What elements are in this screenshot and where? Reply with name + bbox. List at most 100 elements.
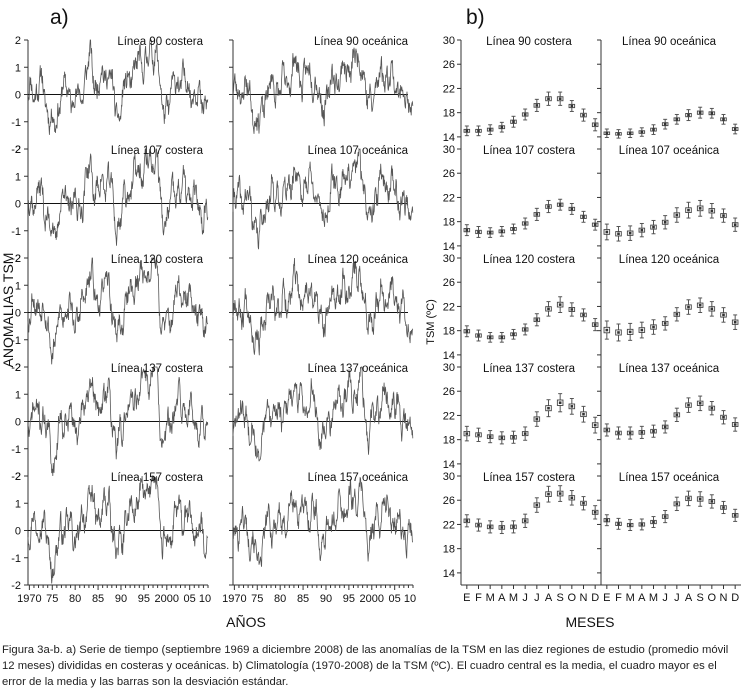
mean-marker <box>722 214 725 217</box>
y-tick-label: 0 <box>15 308 21 320</box>
mean-marker <box>488 128 492 131</box>
mean-marker <box>617 132 620 136</box>
series-title: Línea 137 oceánica <box>619 363 720 375</box>
series-title: Línea 157 costera <box>483 472 576 484</box>
x-tick-label: 05 <box>184 593 196 605</box>
y-tick-label: 30 <box>443 144 455 156</box>
mean-marker <box>570 496 574 500</box>
y-tick-label: -2 <box>11 253 21 265</box>
anomaly-panel: Línea 90 oceánica <box>229 36 414 150</box>
mean-marker <box>710 111 714 115</box>
panel-a-label: a) <box>50 6 69 29</box>
mean-marker <box>500 436 504 440</box>
mean-marker <box>675 502 679 506</box>
x-tick-label: 85 <box>92 593 104 605</box>
mean-marker <box>512 525 515 529</box>
y-tick-label: 14 <box>443 459 455 471</box>
anomaly-series-line <box>232 147 414 250</box>
x-tick-label: 1970 <box>17 593 41 605</box>
mean-marker <box>547 406 550 410</box>
climatology-panel: 14 18 22 26 30 Línea 120 costera <box>443 253 599 367</box>
series-title: Línea 120 costera <box>111 254 204 266</box>
x-tick-label: A <box>638 592 646 604</box>
mean-marker <box>652 325 655 329</box>
mean-marker <box>558 203 562 207</box>
mean-marker <box>640 130 644 134</box>
x-tick-label: 80 <box>69 593 81 605</box>
mean-marker <box>547 205 550 208</box>
mean-marker <box>500 336 504 339</box>
x-tick-label: 75 <box>251 593 263 605</box>
figure-caption: Figura 3a-b. a) Serie de tiempo (septiem… <box>2 644 729 688</box>
mean-marker <box>663 515 667 518</box>
mean-marker <box>663 425 667 429</box>
series-title: Línea 107 costera <box>111 145 204 157</box>
mean-marker <box>617 522 620 526</box>
mean-marker <box>570 104 574 108</box>
x-tick-label: A <box>685 592 693 604</box>
y-tick-label: 18 <box>443 108 455 120</box>
anomaly-series-line <box>232 257 414 356</box>
mean-marker <box>640 328 644 332</box>
x-tick-label: D <box>591 592 599 604</box>
mean-marker <box>582 501 585 505</box>
x-tick-label: 10 <box>199 593 211 605</box>
panel-b-label: b) <box>466 6 485 29</box>
mean-marker <box>488 336 492 339</box>
y-tick-label: 30 <box>443 471 455 483</box>
mean-marker <box>605 230 609 234</box>
mean-marker <box>582 215 585 219</box>
mean-marker <box>698 111 702 114</box>
mean-marker <box>477 230 480 234</box>
mean-marker <box>558 401 562 405</box>
mean-marker <box>512 227 515 231</box>
x-tick-label: 95 <box>138 593 150 605</box>
mean-marker <box>687 497 690 500</box>
x-tick-label: O <box>708 592 717 604</box>
y-tick-label: 14 <box>443 241 455 253</box>
mean-marker <box>687 208 690 212</box>
y-tick-label: 26 <box>443 495 455 507</box>
y-tick-label: -2 <box>11 471 21 483</box>
mean-marker <box>570 308 574 311</box>
x-tick-label: S <box>696 592 703 604</box>
mean-marker <box>710 209 714 213</box>
mean-marker <box>628 330 632 334</box>
mean-marker <box>535 213 539 216</box>
y-tick-label: 1 <box>15 62 21 74</box>
mean-marker <box>547 307 550 311</box>
series-title: Línea 107 costera <box>483 145 576 157</box>
mean-marker <box>733 320 737 324</box>
series-title: Línea 120 costera <box>483 254 576 266</box>
anomaly-series-line <box>27 257 209 365</box>
x-tick-label: J <box>534 592 540 604</box>
x-tick-label: J <box>674 592 680 604</box>
mean-marker <box>477 129 480 133</box>
mean-marker <box>652 128 655 131</box>
series-title: Línea 90 oceánica <box>314 36 409 48</box>
series-title: Línea 137 oceánica <box>308 363 409 375</box>
mean-marker <box>477 334 480 337</box>
x-tick-label: E <box>463 592 470 604</box>
y-tick-label: 18 <box>443 544 455 556</box>
anomaly-panel: -2 -1 0 1 2 Línea 157 costera 1970 75 80 85 90 95 20… <box>11 471 211 605</box>
x-tick-label: N <box>720 592 728 604</box>
anomaly-panel: -2 -1 0 1 2 Línea 107 costera <box>11 144 209 265</box>
mean-marker <box>722 506 725 509</box>
y-tick-label: -1 <box>11 117 21 129</box>
mean-marker <box>605 131 609 135</box>
mean-marker <box>640 431 644 434</box>
mean-marker <box>558 97 562 101</box>
y-tick-label: 1 <box>15 498 21 510</box>
mean-marker <box>465 519 469 523</box>
mean-marker <box>593 223 597 226</box>
series-title: Línea 157 costera <box>111 472 204 484</box>
mean-marker <box>582 313 585 317</box>
mean-marker <box>733 423 737 426</box>
mean-marker <box>605 428 609 432</box>
series-title: Línea 107 oceánica <box>308 145 409 157</box>
series-title: Línea 120 oceánica <box>308 254 409 266</box>
mean-marker <box>593 423 597 427</box>
